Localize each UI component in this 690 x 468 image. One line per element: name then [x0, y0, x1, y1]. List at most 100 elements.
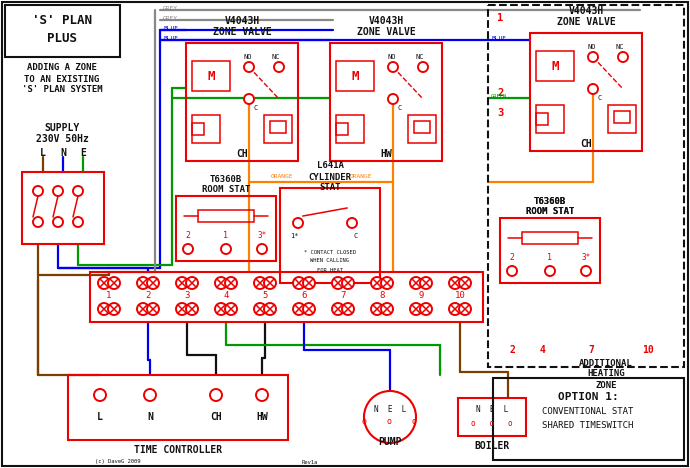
Text: PLUS: PLUS: [47, 31, 77, 44]
Circle shape: [545, 266, 555, 276]
Circle shape: [410, 303, 422, 315]
Text: 9: 9: [418, 292, 424, 300]
Text: NC: NC: [615, 44, 624, 50]
Text: * CONTACT CLOSED: * CONTACT CLOSED: [304, 249, 356, 255]
Bar: [493, 378, 684, 460]
Text: NO: NO: [244, 54, 253, 60]
Text: 3*: 3*: [582, 254, 591, 263]
Text: o    o    o: o o o: [362, 417, 417, 426]
Circle shape: [588, 52, 598, 62]
Circle shape: [33, 217, 43, 227]
Circle shape: [420, 303, 432, 315]
Circle shape: [137, 303, 149, 315]
Bar: [536, 113, 548, 125]
Bar: [270, 121, 286, 133]
Text: ORANGE: ORANGE: [350, 175, 373, 180]
Circle shape: [183, 244, 193, 254]
Text: 10: 10: [455, 292, 465, 300]
Circle shape: [274, 62, 284, 72]
Circle shape: [332, 277, 344, 289]
Text: ADDITIONAL: ADDITIONAL: [579, 358, 633, 367]
Bar: [22, 172, 104, 244]
Circle shape: [618, 52, 628, 62]
Circle shape: [98, 277, 110, 289]
Text: ZONE VALVE: ZONE VALVE: [357, 27, 415, 37]
Bar: [68, 375, 288, 440]
Circle shape: [108, 277, 120, 289]
Circle shape: [186, 277, 198, 289]
Text: L641A: L641A: [317, 161, 344, 170]
Circle shape: [225, 303, 237, 315]
Text: V4043H: V4043H: [368, 16, 404, 26]
Bar: [336, 123, 348, 135]
Text: N  E  L: N E L: [476, 405, 509, 415]
Circle shape: [144, 389, 156, 401]
Text: BLUE: BLUE: [163, 36, 178, 41]
Text: CONVENTIONAL STAT: CONVENTIONAL STAT: [542, 408, 633, 417]
Text: 'S' PLAN SYSTEM: 'S' PLAN SYSTEM: [21, 86, 102, 95]
Bar: [280, 188, 380, 283]
Text: 5: 5: [262, 292, 268, 300]
Bar: [458, 398, 526, 436]
Circle shape: [256, 389, 268, 401]
Text: TIME CONTROLLER: TIME CONTROLLER: [134, 445, 222, 455]
Circle shape: [303, 303, 315, 315]
Text: 230V 50Hz: 230V 50Hz: [36, 134, 88, 144]
Bar: [408, 115, 436, 143]
Bar: [186, 43, 298, 161]
Circle shape: [176, 277, 188, 289]
Text: NO: NO: [588, 44, 596, 50]
Bar: [336, 61, 374, 91]
Bar: [336, 115, 364, 143]
Text: 1: 1: [497, 13, 503, 23]
Circle shape: [215, 277, 227, 289]
Text: SHARED TIMESWITCH: SHARED TIMESWITCH: [542, 421, 633, 430]
Circle shape: [73, 186, 83, 196]
Text: 1: 1: [547, 254, 553, 263]
Text: 2: 2: [509, 345, 515, 355]
Text: 1: 1: [224, 232, 228, 241]
Circle shape: [94, 389, 106, 401]
Text: 3*: 3*: [257, 232, 266, 241]
Circle shape: [388, 62, 398, 72]
Text: FOR HEAT: FOR HEAT: [317, 268, 343, 272]
Text: T6360B: T6360B: [210, 176, 242, 184]
Text: CYLINDER: CYLINDER: [308, 173, 351, 182]
Circle shape: [507, 266, 517, 276]
Circle shape: [449, 303, 461, 315]
Text: ADDING A ZONE: ADDING A ZONE: [27, 64, 97, 73]
Circle shape: [186, 303, 198, 315]
Bar: [90, 272, 483, 322]
Circle shape: [147, 277, 159, 289]
Text: NC: NC: [416, 54, 424, 60]
Circle shape: [264, 277, 276, 289]
Text: Rev1a: Rev1a: [302, 460, 318, 465]
Text: SUPPLY: SUPPLY: [44, 123, 79, 133]
Text: STAT: STAT: [319, 183, 341, 192]
Text: ZONE VALVE: ZONE VALVE: [213, 27, 271, 37]
Text: CH: CH: [580, 139, 592, 149]
Text: (c) DaveG 2009: (c) DaveG 2009: [95, 460, 141, 465]
Text: 3: 3: [184, 292, 190, 300]
Text: 10: 10: [642, 345, 654, 355]
Bar: [264, 115, 292, 143]
Text: N: N: [147, 412, 153, 422]
Circle shape: [210, 389, 222, 401]
Circle shape: [347, 218, 357, 228]
Circle shape: [293, 303, 305, 315]
Bar: [530, 33, 642, 151]
Circle shape: [381, 303, 393, 315]
Text: BLUE: BLUE: [491, 36, 506, 41]
Bar: [192, 61, 230, 91]
Bar: [414, 121, 430, 133]
Circle shape: [293, 277, 305, 289]
Text: 4: 4: [540, 345, 546, 355]
Circle shape: [418, 62, 428, 72]
Text: BLUE: BLUE: [163, 25, 178, 30]
Circle shape: [588, 84, 598, 94]
Circle shape: [293, 218, 303, 228]
Text: CH: CH: [210, 412, 222, 422]
Circle shape: [254, 277, 266, 289]
Text: ROOM STAT: ROOM STAT: [201, 185, 250, 195]
Circle shape: [137, 277, 149, 289]
